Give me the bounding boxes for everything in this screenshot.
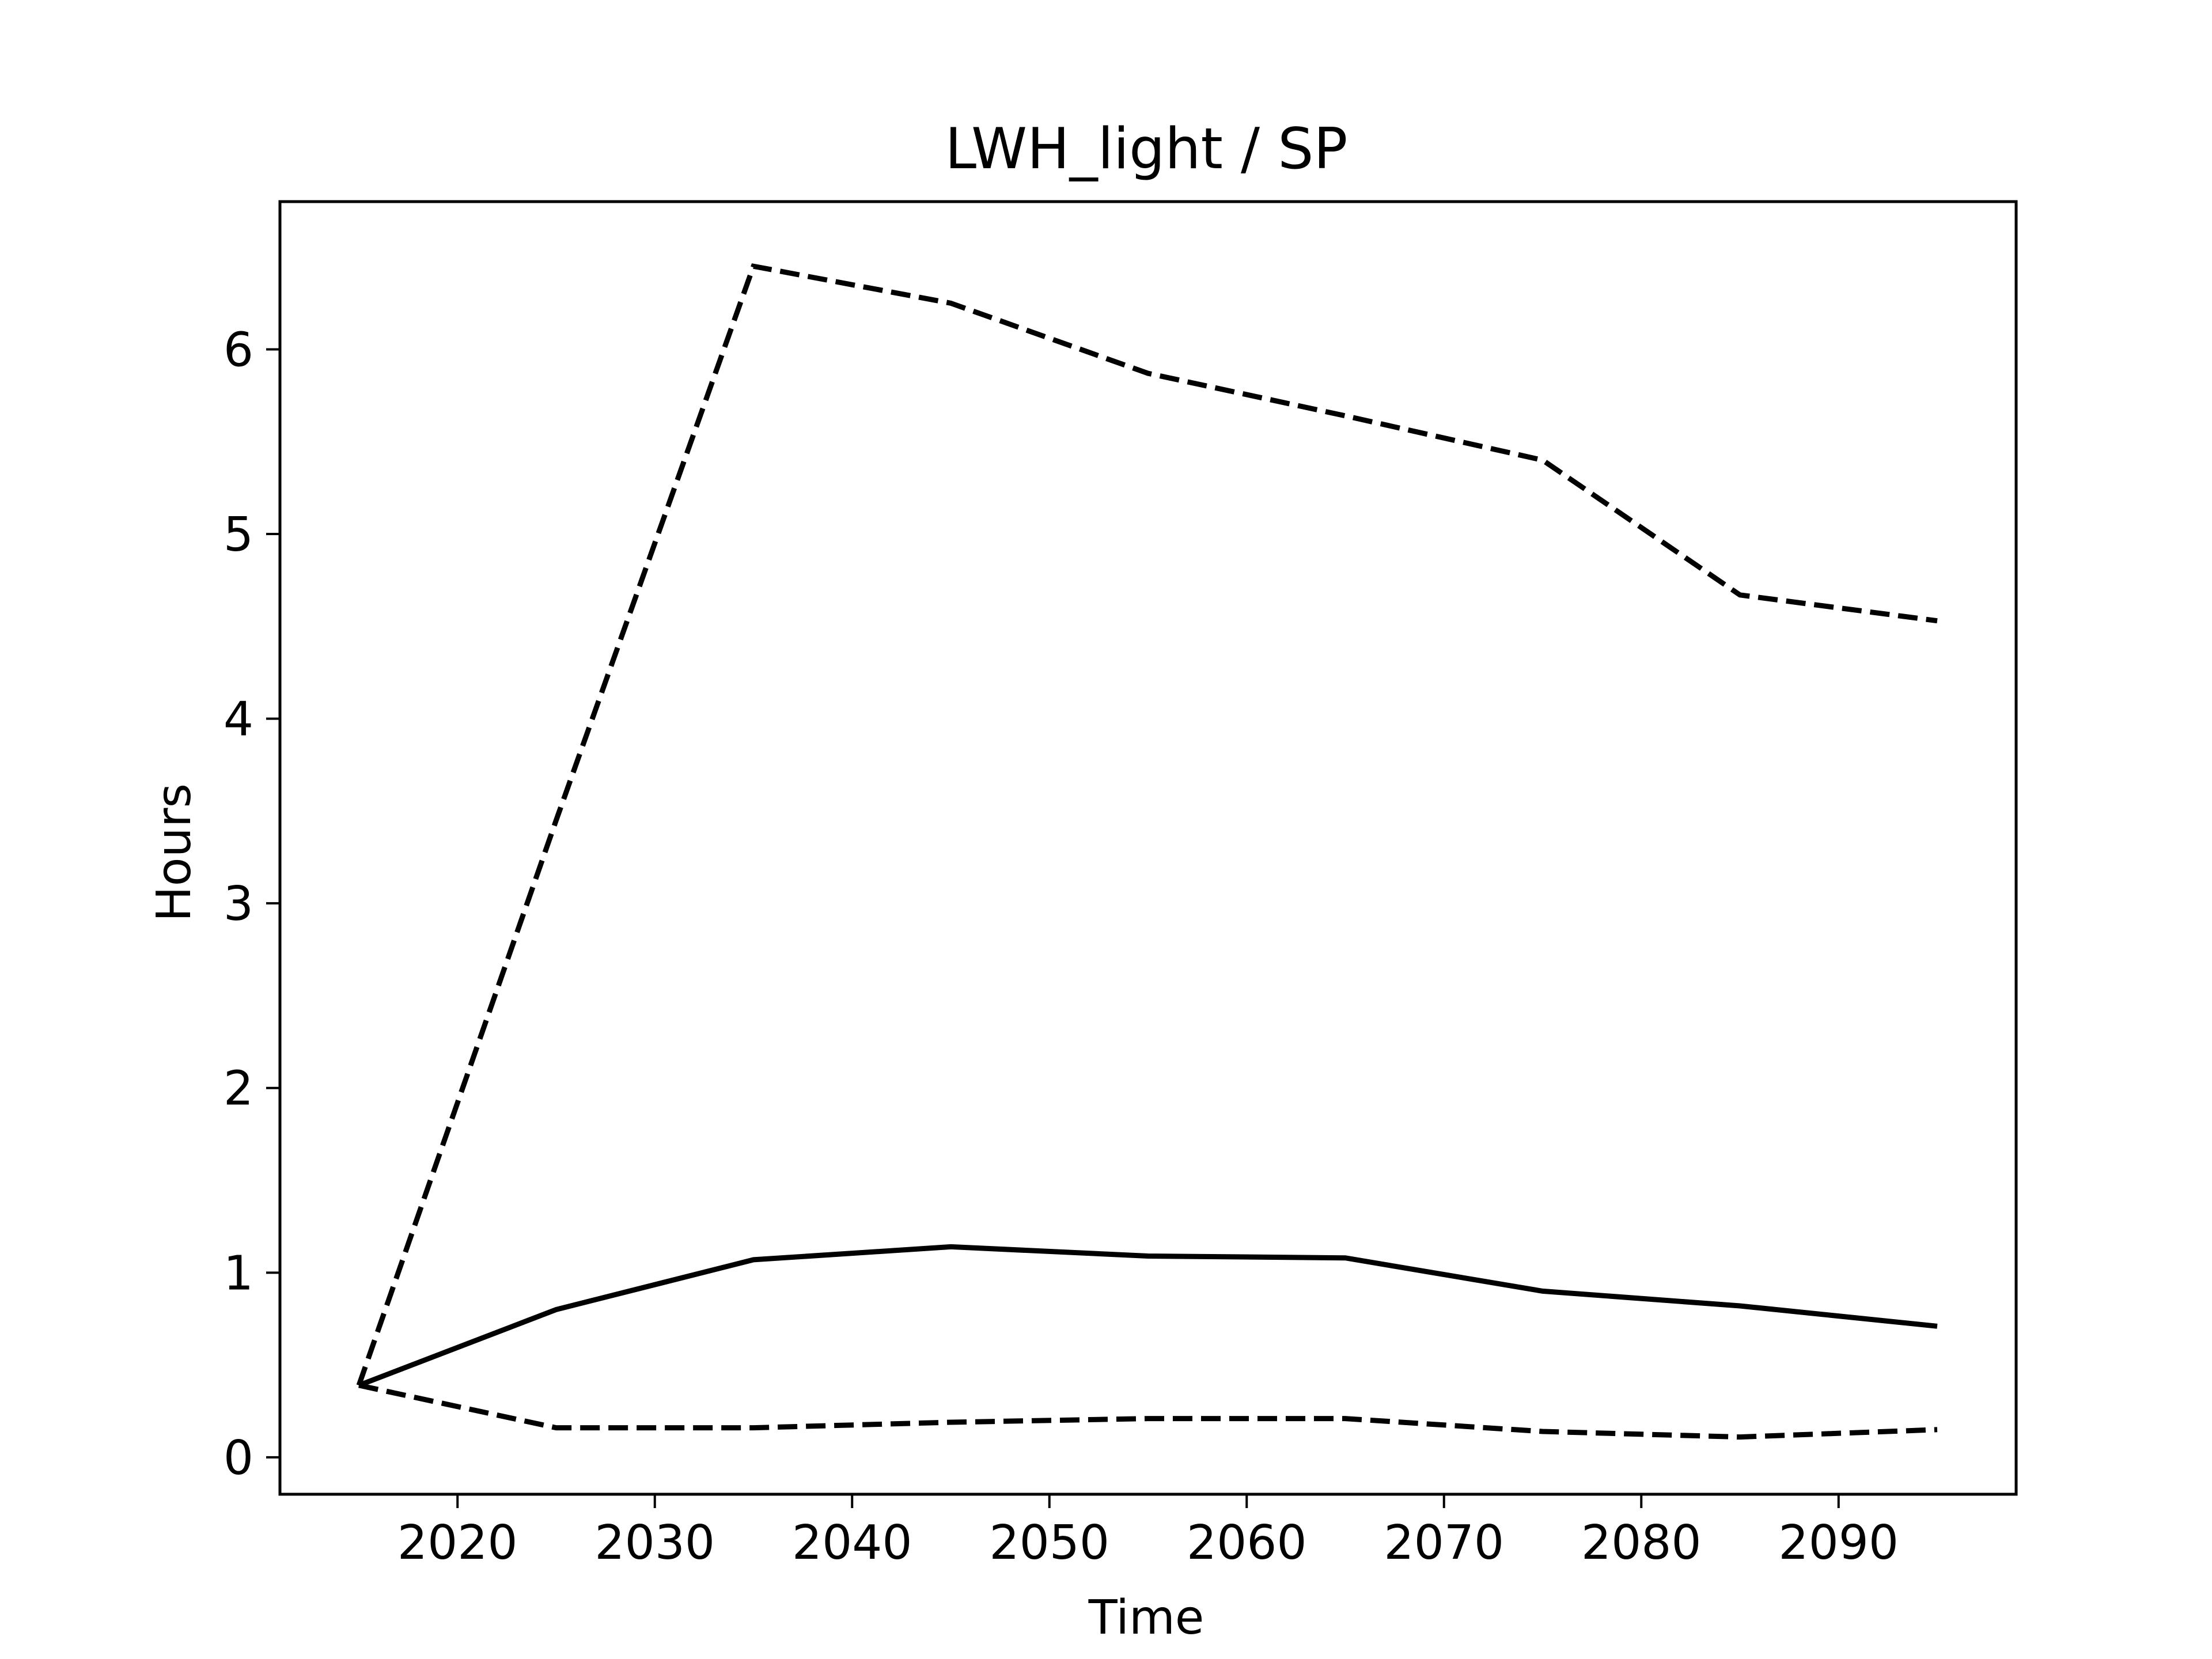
series-line-upper — [356, 263, 1938, 1387]
x-tick-label: 2030 — [594, 1516, 715, 1570]
x-tick-label: 2070 — [1384, 1516, 1504, 1570]
y-axis: 0 1 2 3 4 5 6 — [224, 323, 280, 1486]
x-tick-label: 2040 — [792, 1516, 912, 1570]
plot-frame — [278, 200, 2018, 1496]
x-axis: 2020 2030 2040 2050 2060 2070 2080 2090 — [397, 1494, 1899, 1570]
y-axis-label: Hours — [147, 783, 202, 922]
y-tick-label: 5 — [224, 507, 253, 562]
x-tick-label: 2080 — [1581, 1516, 1702, 1570]
y-tick-label: 2 — [224, 1062, 253, 1116]
y-tick-label: 0 — [224, 1431, 253, 1486]
y-tick-label: 4 — [224, 692, 253, 747]
x-tick-label: 2020 — [397, 1516, 518, 1570]
y-tick-label: 6 — [224, 323, 253, 377]
series-line-median — [358, 1244, 1938, 1388]
chart-title: LWH_light / SP — [945, 116, 1347, 182]
x-tick-label: 2050 — [989, 1516, 1109, 1570]
x-tick-label: 2060 — [1187, 1516, 1307, 1570]
y-tick-label: 1 — [224, 1246, 253, 1301]
x-tick-label: 2090 — [1778, 1516, 1899, 1570]
series-line-lower — [358, 1382, 1938, 1440]
y-tick-label: 3 — [224, 877, 253, 931]
series-layer — [356, 263, 1938, 1440]
x-axis-label: Time — [1088, 1590, 1205, 1645]
